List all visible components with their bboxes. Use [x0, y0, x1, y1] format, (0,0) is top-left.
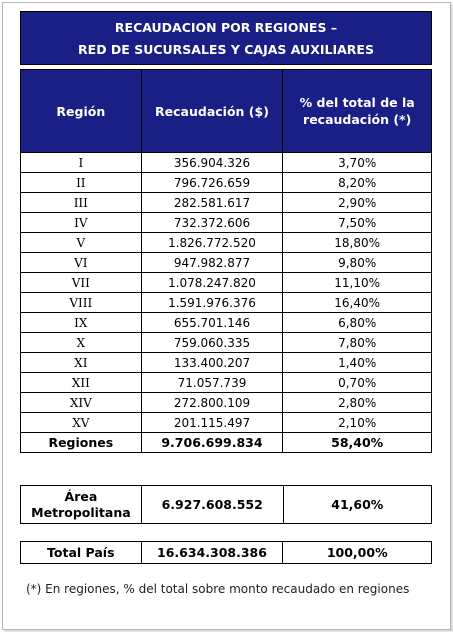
region-cell: VIII	[20, 292, 142, 313]
header-amount: Recaudación ($)	[140, 69, 284, 153]
table-row: I 356.904.326 3,70%	[20, 152, 432, 173]
pct-cell: 9,80%	[282, 252, 432, 273]
region-cell: II	[20, 172, 142, 193]
total-amount: 9.706.699.834	[140, 432, 284, 453]
pct-cell: 3,70%	[282, 152, 432, 173]
metro-table: Área Metropolitana 6.927.608.552 41,60%	[20, 485, 433, 524]
region-cell: VII	[20, 272, 142, 293]
metro-label-line-1: Área	[64, 488, 98, 504]
amount-cell: 759.060.335	[140, 332, 284, 353]
footnote: (*) En regiones, % del total sobre monto…	[26, 582, 410, 596]
pct-cell: 7,50%	[282, 212, 432, 233]
table-row: XIV 272.800.109 2,80%	[20, 392, 432, 413]
pct-cell: 7,80%	[282, 332, 432, 353]
table-row: XV 201.115.497 2,10%	[20, 412, 432, 433]
region-cell: X	[20, 332, 142, 353]
region-cell: XII	[20, 372, 142, 393]
table-row: VII 1.078.247.820 11,10%	[20, 272, 432, 293]
table-row: XI 133.400.207 1,40%	[20, 352, 432, 373]
amount-cell: 947.982.877	[140, 252, 284, 273]
metro-row: Área Metropolitana 6.927.608.552 41,60%	[20, 485, 433, 524]
table-row: III 282.581.617 2,90%	[20, 192, 432, 213]
region-cell: VI	[20, 252, 142, 273]
pais-pct: 100,00%	[282, 541, 432, 564]
amount-cell: 1.078.247.820	[140, 272, 284, 293]
amount-cell: 655.701.146	[140, 312, 284, 333]
pct-cell: 2,10%	[282, 412, 432, 433]
total-pct: 58,40%	[282, 432, 432, 453]
table-row: X 759.060.335 7,80%	[20, 332, 432, 353]
metro-amount: 6.927.608.552	[140, 485, 284, 524]
pct-cell: 11,10%	[282, 272, 432, 293]
pais-row: Total País 16.634.308.386 100,00%	[20, 541, 432, 564]
table-row: VI 947.982.877 9,80%	[20, 252, 432, 273]
amount-cell: 1.826.772.520	[140, 232, 284, 253]
region-cell: XIV	[20, 392, 142, 413]
pct-cell: 0,70%	[282, 372, 432, 393]
region-cell: IV	[20, 212, 142, 233]
pct-cell: 1,40%	[282, 352, 432, 373]
total-label: Regiones	[20, 432, 142, 453]
header-pct: % del total de la recaudación (*)	[282, 69, 432, 153]
amount-cell: 356.904.326	[140, 152, 284, 173]
region-cell: XI	[20, 352, 142, 373]
table-row: IX 655.701.146 6,80%	[20, 312, 432, 333]
table-row: IV 732.372.606 7,50%	[20, 212, 432, 233]
amount-cell: 272.800.109	[140, 392, 284, 413]
pais-table: Total País 16.634.308.386 100,00%	[20, 541, 432, 564]
amount-cell: 732.372.606	[140, 212, 284, 233]
metro-label: Área Metropolitana	[20, 485, 142, 524]
pct-cell: 18,80%	[282, 232, 432, 253]
table-row: VIII 1.591.976.376 16,40%	[20, 292, 432, 313]
pct-cell: 2,90%	[282, 192, 432, 213]
metro-label-line-2: Metropolitana	[31, 504, 131, 520]
title-banner: RECAUDACION POR REGIONES – RED DE SUCURS…	[20, 11, 432, 65]
region-cell: XV	[20, 412, 142, 433]
amount-cell: 1.591.976.376	[140, 292, 284, 313]
title-line-2: RED DE SUCURSALES Y CAJAS AUXILIARES	[78, 42, 374, 57]
region-cell: V	[20, 232, 142, 253]
region-cell: III	[20, 192, 142, 213]
title-line-1: RECAUDACION POR REGIONES –	[114, 20, 338, 35]
pct-cell: 2,80%	[282, 392, 432, 413]
table-row: II 796.726.659 8,20%	[20, 172, 432, 193]
amount-cell: 201.115.497	[140, 412, 284, 433]
table-row: XII 71.057.739 0,70%	[20, 372, 432, 393]
header-region: Región	[20, 69, 142, 153]
amount-cell: 133.400.207	[140, 352, 284, 373]
pct-cell: 8,20%	[282, 172, 432, 193]
region-cell: IX	[20, 312, 142, 333]
table-row-total: Regiones 9.706.699.834 58,40%	[20, 432, 432, 453]
amount-cell: 71.057.739	[140, 372, 284, 393]
table-row: V 1.826.772.520 18,80%	[20, 232, 432, 253]
pct-cell: 6,80%	[282, 312, 432, 333]
pais-label: Total País	[20, 541, 142, 564]
metro-pct: 41,60%	[282, 485, 433, 524]
table-body: I 356.904.326 3,70% II 796.726.659 8,20% III 28…	[20, 152, 432, 433]
region-cell: I	[20, 152, 142, 173]
table-header-row: Región Recaudación ($) % del total de la…	[20, 69, 432, 153]
pct-cell: 16,40%	[282, 292, 432, 313]
regions-table: Región Recaudación ($) % del total de la…	[20, 69, 432, 453]
amount-cell: 796.726.659	[140, 172, 284, 193]
pais-amount: 16.634.308.386	[140, 541, 284, 564]
amount-cell: 282.581.617	[140, 192, 284, 213]
